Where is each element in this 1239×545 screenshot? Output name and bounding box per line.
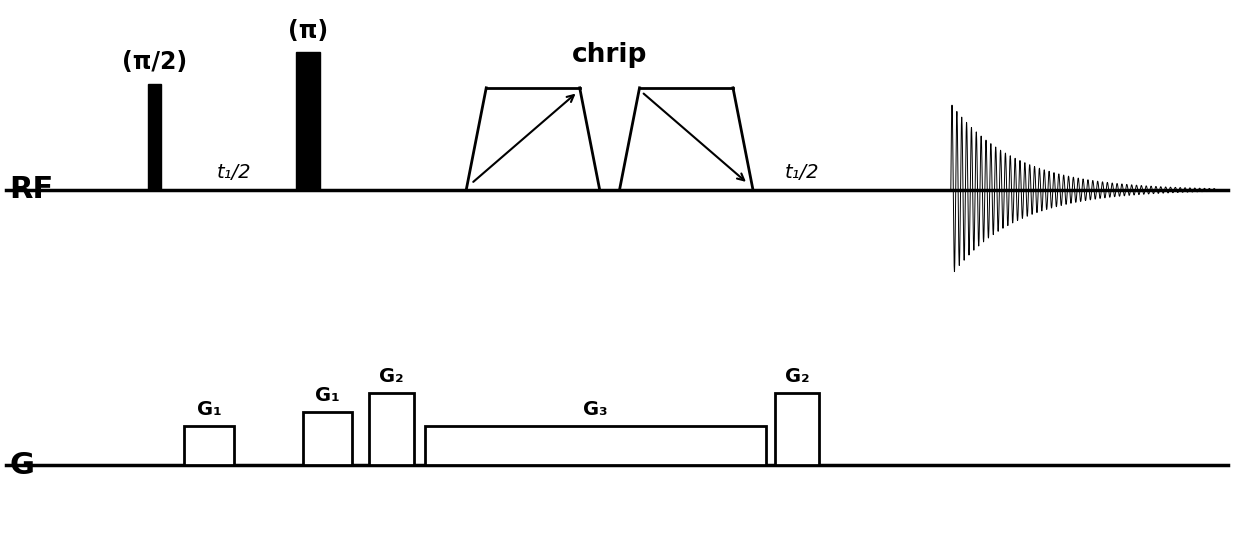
Text: G₁: G₁ [197,401,222,420]
Bar [185,426,234,465]
Text: RF: RF [10,175,53,204]
Bar [369,393,414,465]
Text: G: G [10,451,35,480]
Text: G₃: G₃ [584,401,607,420]
Bar [304,411,352,465]
Text: (π): (π) [287,19,328,43]
Bar [774,393,819,465]
Text: t₁/2: t₁/2 [786,163,820,182]
Bar [149,84,161,190]
Bar [425,426,766,465]
Text: chrip: chrip [572,42,647,68]
Text: G₂: G₂ [784,367,809,386]
Text: G₁: G₁ [316,386,341,405]
Bar [296,52,320,190]
Text: (π/2): (π/2) [123,51,187,75]
Text: G₂: G₂ [379,367,404,386]
Text: t₁/2: t₁/2 [217,163,252,182]
